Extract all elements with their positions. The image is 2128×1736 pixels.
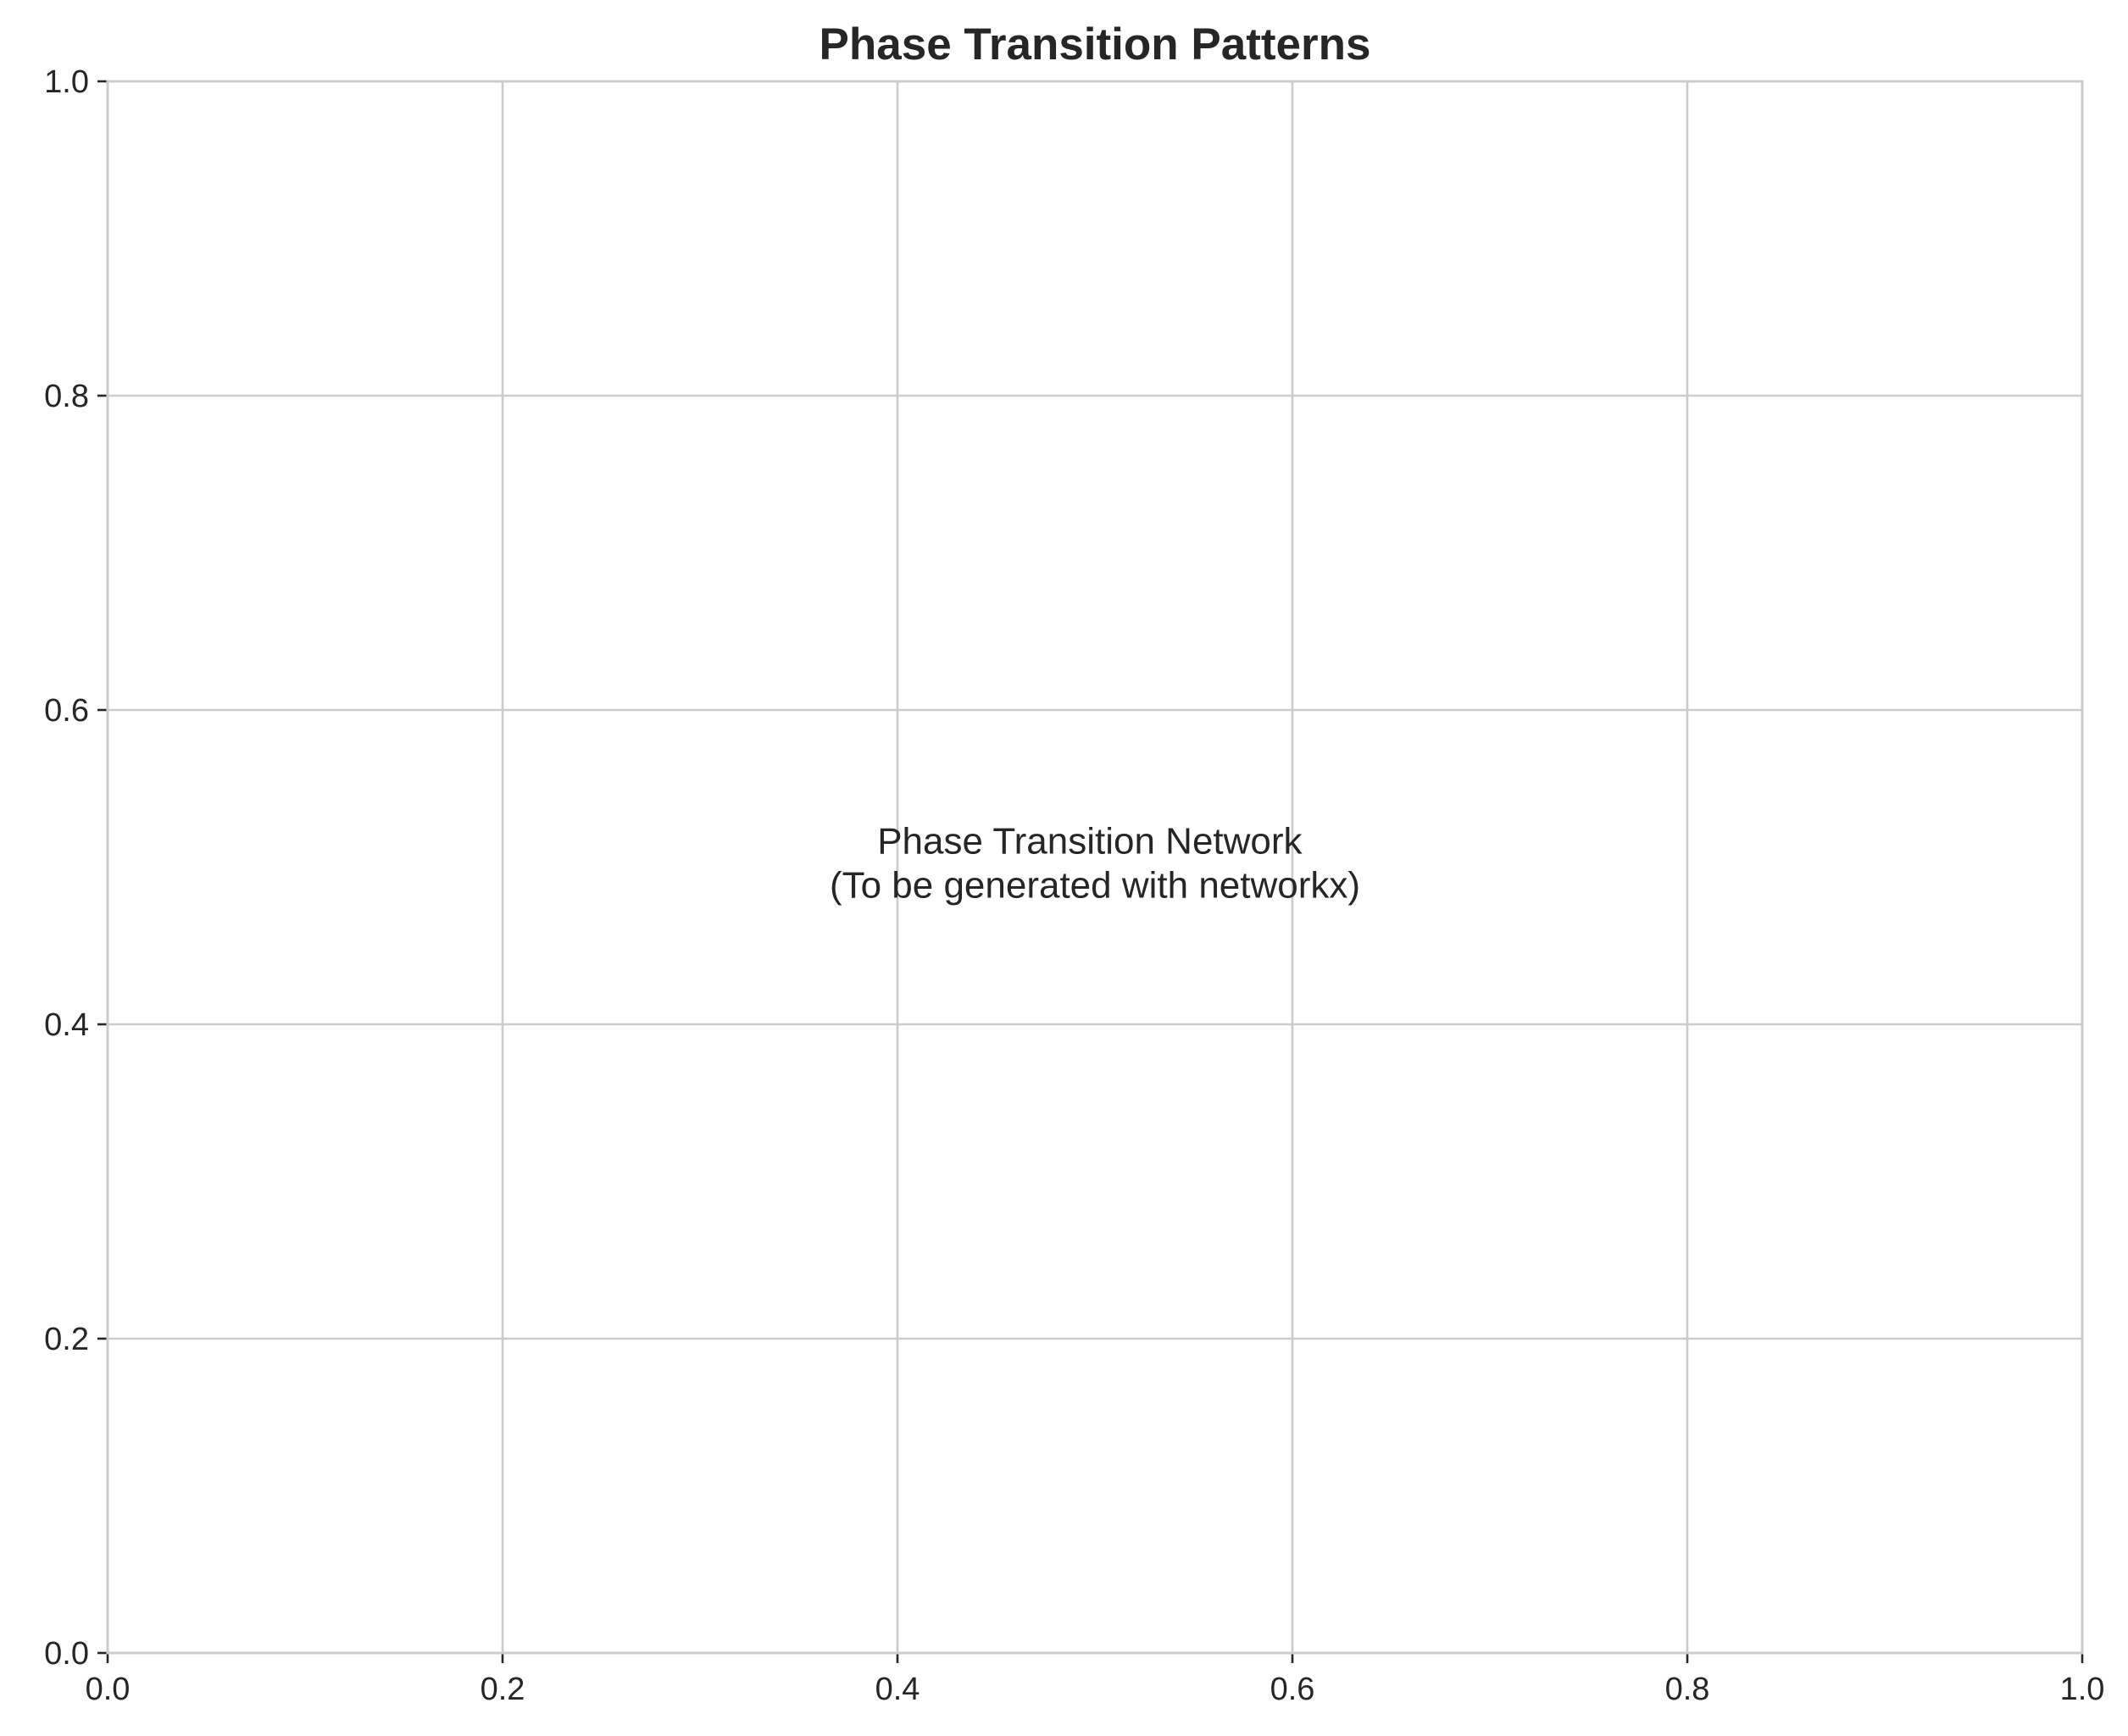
x-tick-labels: 0.0 0.2 0.4 0.6 0.8 1.0 bbox=[86, 1672, 2105, 1707]
x-tick-label: 0.8 bbox=[1665, 1672, 1710, 1707]
y-tick-labels: 0.0 0.2 0.4 0.6 0.8 1.0 bbox=[44, 64, 89, 1672]
tick-marks bbox=[97, 80, 2084, 1663]
y-tick-label: 1.0 bbox=[44, 64, 89, 100]
y-tick-label: 0.6 bbox=[44, 693, 89, 729]
plot-frame bbox=[106, 80, 2084, 1655]
x-tick-label: 1.0 bbox=[2060, 1672, 2105, 1707]
y-tick-label: 0.8 bbox=[44, 379, 89, 414]
grid bbox=[106, 80, 2084, 1655]
x-tick-label: 0.0 bbox=[86, 1672, 131, 1707]
annotation-text: Phase Transition Network (To be generate… bbox=[830, 821, 1360, 907]
x-tick-label: 0.6 bbox=[1270, 1672, 1315, 1707]
annotation-line-2: (To be generated with networkx) bbox=[830, 865, 1360, 907]
y-tick-label: 0.4 bbox=[44, 1007, 89, 1043]
x-tick-label: 0.4 bbox=[875, 1672, 920, 1707]
y-tick-label: 0.0 bbox=[44, 1636, 89, 1672]
chart-title: Phase Transition Patterns bbox=[820, 19, 1371, 69]
x-tick-label: 0.2 bbox=[481, 1672, 525, 1707]
y-tick-label: 0.2 bbox=[44, 1322, 89, 1357]
annotation-line-1: Phase Transition Network bbox=[877, 821, 1303, 862]
